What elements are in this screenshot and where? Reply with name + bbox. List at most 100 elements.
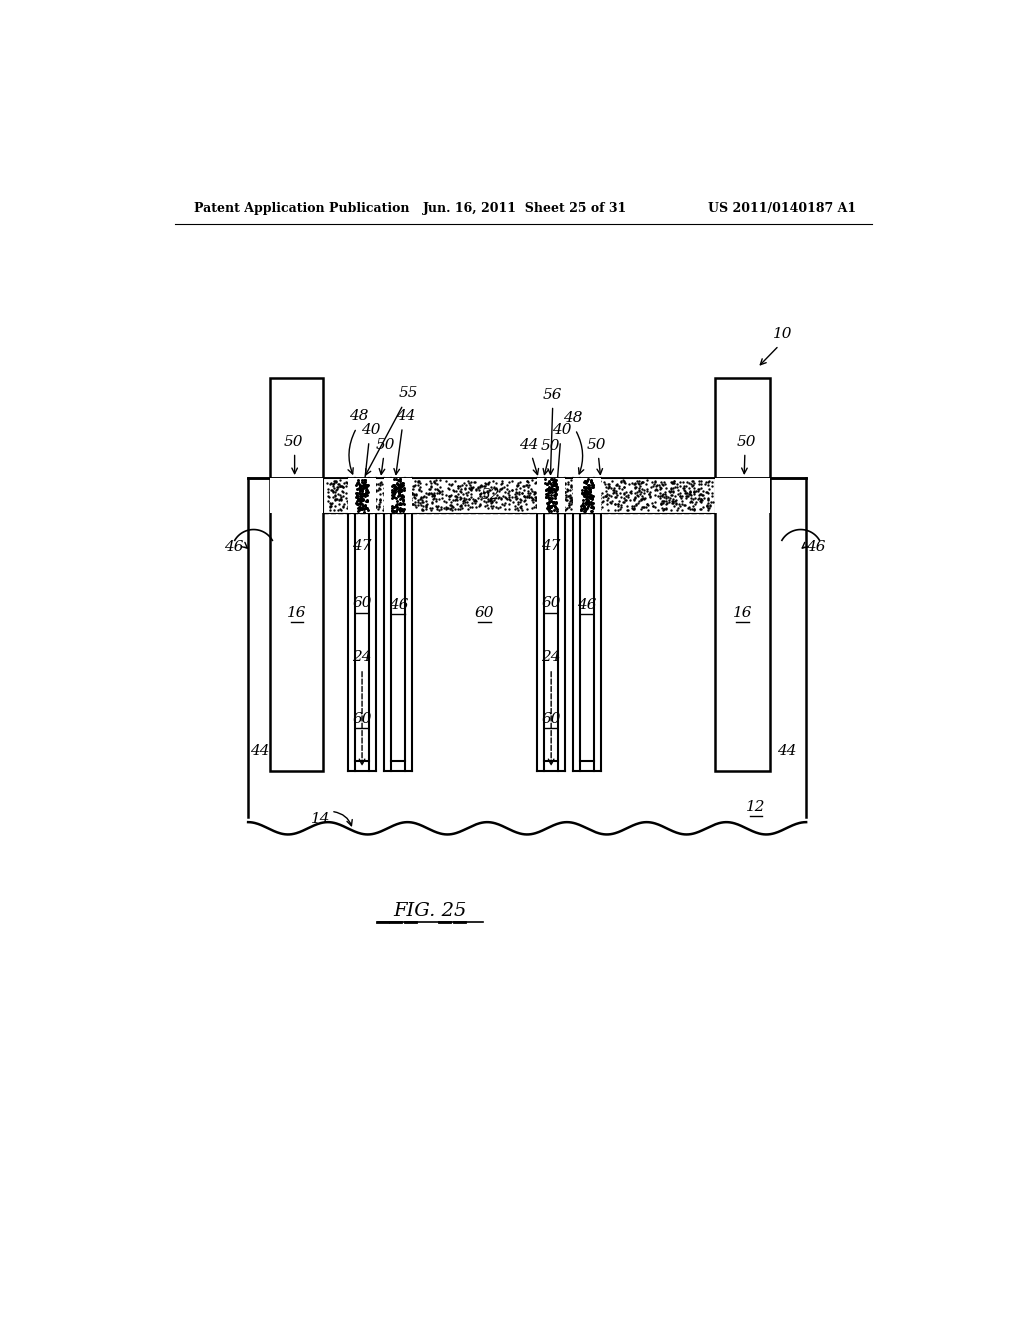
Point <box>471 477 487 498</box>
Point <box>572 499 589 520</box>
Point <box>600 478 616 499</box>
Point <box>343 484 359 506</box>
Point <box>480 479 497 500</box>
Point <box>544 469 560 490</box>
Point <box>390 500 407 521</box>
Point <box>520 480 537 502</box>
Point <box>446 490 463 511</box>
Point <box>391 482 408 503</box>
Point <box>354 483 371 504</box>
Point <box>559 488 575 510</box>
Point <box>613 487 630 508</box>
Point <box>418 473 434 494</box>
Point <box>335 496 351 517</box>
Point <box>362 484 379 506</box>
Point <box>421 478 437 499</box>
Point <box>538 486 554 507</box>
Point <box>539 498 555 519</box>
Point <box>678 475 694 496</box>
Point <box>394 473 411 494</box>
Point <box>563 498 580 519</box>
Point <box>651 475 668 496</box>
Point <box>358 490 375 511</box>
Point <box>560 492 577 513</box>
Point <box>442 475 459 496</box>
Point <box>545 487 561 508</box>
Point <box>508 486 524 507</box>
Point <box>522 487 539 508</box>
Point <box>554 474 570 495</box>
Point <box>486 479 503 500</box>
Point <box>547 492 563 513</box>
Point <box>559 486 575 507</box>
Point <box>595 486 611 507</box>
Point <box>666 491 682 512</box>
Point <box>359 492 376 513</box>
Point <box>469 488 485 510</box>
Point <box>677 494 693 515</box>
Point <box>627 473 643 494</box>
Point <box>664 490 680 511</box>
Point <box>413 495 429 516</box>
Point <box>449 494 465 515</box>
Point <box>588 488 604 510</box>
Point <box>538 473 554 494</box>
Point <box>572 490 589 511</box>
Point <box>529 494 546 515</box>
Point <box>319 482 336 503</box>
Point <box>457 491 473 512</box>
Point <box>378 484 394 506</box>
Point <box>583 488 599 510</box>
Point <box>463 479 479 500</box>
Point <box>390 484 407 506</box>
Point <box>350 477 367 498</box>
Point <box>683 487 699 508</box>
Text: 50: 50 <box>587 438 606 451</box>
Point <box>564 491 581 512</box>
Point <box>639 478 655 499</box>
Point <box>537 499 553 520</box>
Point <box>532 478 549 499</box>
Point <box>645 495 662 516</box>
Point <box>358 475 375 496</box>
Point <box>515 486 531 507</box>
Point <box>394 484 411 506</box>
Point <box>395 479 412 500</box>
Point <box>415 495 431 516</box>
Point <box>322 496 338 517</box>
Point <box>651 478 668 499</box>
Point <box>372 491 388 512</box>
Point <box>348 495 365 516</box>
Point <box>639 480 655 502</box>
Point <box>362 492 379 513</box>
Point <box>365 473 381 494</box>
Point <box>365 491 381 512</box>
Point <box>349 496 366 517</box>
Point <box>553 475 569 496</box>
Point <box>330 499 346 520</box>
Point <box>539 473 555 494</box>
Point <box>336 494 352 515</box>
Point <box>385 475 401 496</box>
Bar <box>716 378 770 771</box>
Point <box>325 480 341 502</box>
Point <box>493 496 509 517</box>
Point <box>384 474 400 495</box>
Point <box>478 492 495 513</box>
Point <box>362 473 379 494</box>
Point <box>665 480 681 502</box>
Point <box>388 474 404 495</box>
Point <box>657 482 674 503</box>
Point <box>577 480 593 502</box>
Point <box>666 496 682 517</box>
Point <box>552 484 568 506</box>
Point <box>463 477 479 498</box>
Point <box>512 488 528 510</box>
Point <box>634 478 650 499</box>
Point <box>556 496 572 517</box>
Point <box>584 488 600 510</box>
Point <box>587 477 603 498</box>
Point <box>502 490 518 511</box>
Point <box>627 482 643 503</box>
Point <box>608 484 625 506</box>
